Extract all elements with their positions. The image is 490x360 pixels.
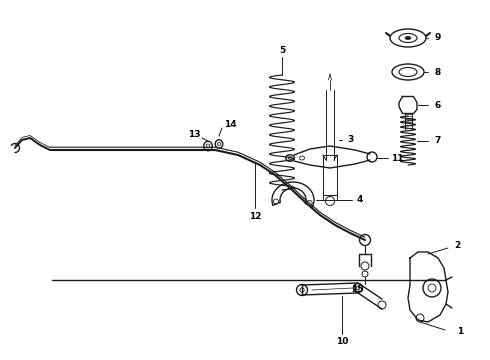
Text: 1: 1 [457,328,463,337]
Text: 10: 10 [336,337,348,346]
Text: 9: 9 [435,33,441,42]
Text: 8: 8 [435,68,441,77]
Text: 14: 14 [224,120,236,129]
Text: 7: 7 [435,136,441,145]
Text: 4: 4 [357,195,363,204]
Text: 2: 2 [454,240,460,249]
Text: 12: 12 [249,212,261,220]
Text: 13: 13 [188,130,200,139]
Text: 11: 11 [391,153,403,162]
Text: 3: 3 [347,135,353,144]
Text: 5: 5 [279,45,285,54]
Ellipse shape [405,36,411,40]
Text: 15: 15 [351,285,363,294]
Text: 6: 6 [435,100,441,109]
